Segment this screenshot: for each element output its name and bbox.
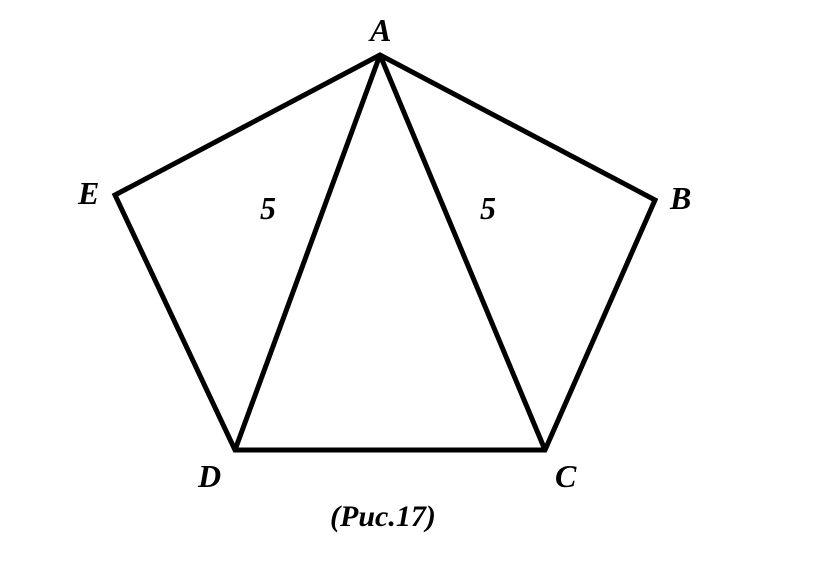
pentagon-outline <box>115 55 655 450</box>
figure-caption: (Рис.17) <box>330 500 436 534</box>
vertex-label-c: C <box>555 458 576 495</box>
vertex-label-b: B <box>670 180 691 217</box>
vertex-label-d: D <box>198 458 221 495</box>
diagonal-ac <box>380 55 545 450</box>
edge-label-ad: 5 <box>260 190 276 227</box>
vertex-label-a: A <box>370 12 391 49</box>
geometry-diagram <box>0 0 822 576</box>
diagonal-ad <box>235 55 380 450</box>
vertex-label-e: E <box>78 175 99 212</box>
edge-label-ac: 5 <box>480 190 496 227</box>
